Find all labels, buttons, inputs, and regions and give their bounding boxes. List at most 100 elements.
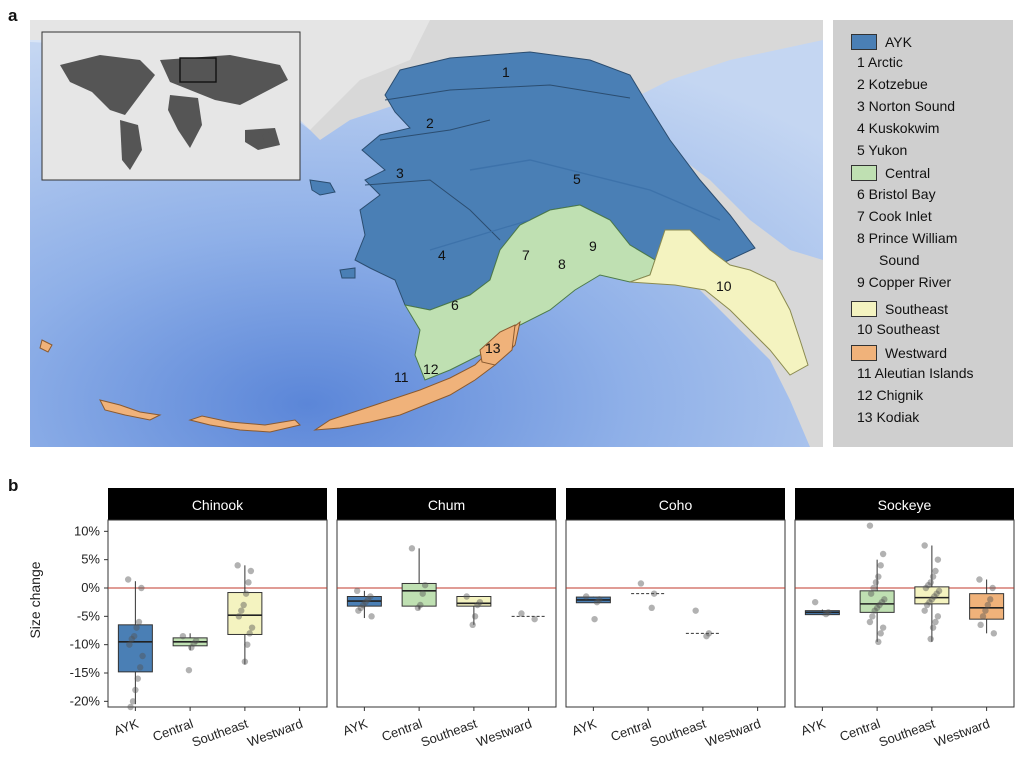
panel-a-label: a: [8, 6, 18, 25]
x-category-label: Westward: [703, 716, 762, 750]
panel-b-label: b: [8, 476, 19, 495]
data-point: [934, 556, 942, 563]
data-point: [987, 596, 994, 603]
y-tick-label: -10%: [70, 637, 101, 652]
data-point: [934, 613, 942, 620]
legend-swatch-southeast: [851, 301, 877, 317]
data-point: [866, 618, 874, 626]
data-point: [705, 630, 713, 637]
facet-title: Chinook: [192, 497, 244, 513]
legend-swatch-ayk: [851, 34, 877, 50]
data-point: [238, 607, 245, 614]
data-point: [241, 658, 249, 665]
box-iqr: [914, 586, 950, 605]
data-point: [933, 590, 940, 597]
data-point: [476, 598, 484, 606]
inset-north-america: [60, 55, 155, 115]
map-label-6: 6: [451, 297, 459, 313]
facet-title: Chum: [428, 497, 465, 513]
data-point: [877, 630, 884, 637]
y-tick-label: 10%: [74, 523, 100, 538]
data-point: [531, 615, 538, 623]
data-point: [582, 593, 590, 600]
data-point: [596, 596, 603, 603]
data-point: [593, 598, 601, 606]
data-point: [926, 598, 933, 606]
data-point: [242, 590, 250, 597]
data-point: [130, 632, 138, 640]
x-category-label: AYK: [112, 716, 141, 739]
facet-strip: [337, 488, 556, 521]
data-point: [982, 607, 989, 614]
region-westward: [313, 320, 521, 431]
inset-new-zealand: [262, 132, 274, 146]
data-point: [414, 604, 422, 612]
x-category-label: Southeast: [419, 716, 480, 750]
map-legend: AYK 1 Arctic 2 Kotzebue 3 Norton Sound 4…: [833, 20, 1013, 447]
data-point: [703, 632, 710, 640]
data-point: [977, 621, 984, 629]
legend-item: 3 Norton Sound: [857, 98, 956, 114]
data-point: [932, 567, 939, 575]
map-canvas: 1 2 3 4 5 6 7 8 9 10 11 12 13: [30, 20, 823, 447]
facet-frame: [565, 519, 786, 708]
data-point: [139, 652, 146, 660]
legend-group-ayk: AYK: [851, 32, 912, 52]
x-category-label: Central: [838, 716, 883, 744]
data-point: [133, 624, 140, 631]
map-label-5: 5: [573, 171, 581, 187]
data-point: [245, 579, 252, 586]
legend-swatch-central: [851, 165, 877, 181]
y-tick-label: -15%: [70, 665, 101, 680]
data-point: [132, 686, 139, 694]
inset-south-america: [120, 120, 142, 170]
map-label-13: 13: [485, 340, 501, 356]
data-point: [935, 587, 943, 595]
legend-item: 2 Kotzebue: [857, 76, 928, 92]
x-category-label: Southeast: [648, 716, 709, 750]
legend-group-label: AYK: [885, 34, 912, 50]
st-lawrence-island: [309, 179, 336, 196]
data-point: [825, 609, 832, 616]
data-point: [927, 635, 934, 643]
y-axis-label: Size change: [27, 561, 43, 638]
data-point: [872, 579, 880, 586]
data-point: [867, 590, 875, 597]
data-point: [353, 587, 361, 595]
x-category-label: AYK: [570, 716, 599, 739]
box-iqr: [456, 596, 492, 607]
legend-item: Sound: [879, 252, 920, 268]
data-point: [650, 590, 658, 597]
data-point: [875, 638, 882, 646]
data-point: [928, 596, 936, 603]
data-point: [126, 641, 133, 648]
legend-item: 1 Arctic: [857, 54, 903, 70]
data-point: [124, 576, 132, 583]
data-point: [518, 610, 525, 617]
legend-item: 10 Southeast: [857, 321, 940, 337]
x-category-label: Westward: [245, 716, 304, 750]
legend-group-westward: Westward: [851, 343, 947, 363]
map-label-11: 11: [394, 369, 409, 385]
legend-item: 12 Chignik: [857, 387, 924, 403]
data-point: [877, 562, 884, 569]
data-point: [134, 675, 141, 682]
data-point: [989, 584, 996, 592]
aleutian-west: [99, 399, 162, 421]
y-tick-label: 5%: [81, 552, 100, 567]
x-category-label: Southeast: [190, 716, 251, 750]
data-point: [984, 601, 992, 609]
map-label-8: 8: [558, 256, 566, 272]
map-label-12: 12: [423, 361, 439, 377]
aleutian-far-west: [39, 339, 53, 353]
data-point: [355, 607, 362, 614]
box-iqr: [859, 590, 895, 613]
box-iqr: [117, 624, 153, 673]
alaska-region-map: 1 2 3 4 5 6 7 8 9 10 11 12 13: [30, 20, 823, 447]
data-point: [692, 607, 699, 614]
data-point: [190, 640, 197, 647]
legend-item: 11 Aleutian Islands: [857, 365, 974, 381]
legend-item: 4 Kuskokwim: [857, 120, 940, 136]
